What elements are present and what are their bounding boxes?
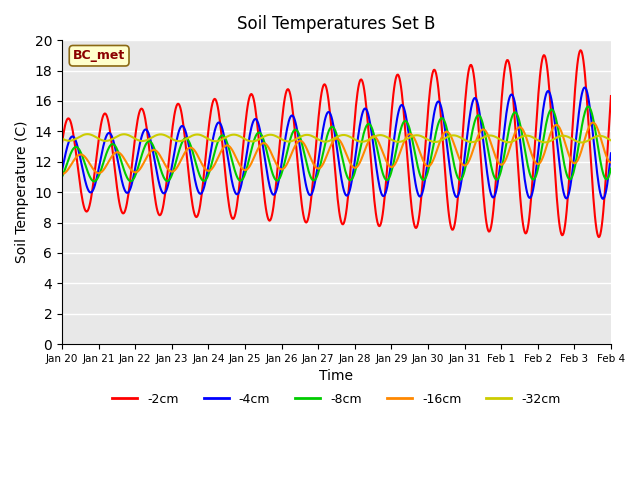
Line: -32cm: -32cm bbox=[62, 134, 611, 143]
Legend: -2cm, -4cm, -8cm, -16cm, -32cm: -2cm, -4cm, -8cm, -16cm, -32cm bbox=[108, 388, 566, 411]
-8cm bbox=[90, 179, 98, 184]
Line: -4cm: -4cm bbox=[62, 87, 611, 199]
-2cm bbox=[58, 140, 66, 146]
-4cm bbox=[607, 150, 615, 156]
-8cm bbox=[210, 152, 218, 158]
-4cm bbox=[419, 187, 427, 193]
-8cm bbox=[181, 136, 189, 142]
-8cm bbox=[607, 166, 615, 171]
-4cm bbox=[581, 84, 589, 90]
-8cm bbox=[58, 174, 66, 180]
-32cm bbox=[607, 137, 615, 143]
-2cm bbox=[68, 124, 76, 130]
-8cm bbox=[584, 104, 592, 109]
-8cm bbox=[404, 121, 412, 127]
-2cm bbox=[577, 48, 584, 53]
-2cm bbox=[419, 172, 427, 178]
Line: -16cm: -16cm bbox=[62, 122, 611, 174]
Text: BC_met: BC_met bbox=[73, 49, 125, 62]
-32cm bbox=[577, 140, 585, 145]
Line: -8cm: -8cm bbox=[62, 107, 611, 181]
-16cm bbox=[607, 159, 615, 165]
-2cm bbox=[125, 191, 132, 197]
-8cm bbox=[68, 148, 76, 154]
-16cm bbox=[180, 151, 188, 157]
-32cm bbox=[125, 132, 133, 138]
-2cm bbox=[595, 234, 603, 240]
-2cm bbox=[209, 98, 217, 104]
-16cm bbox=[209, 164, 217, 170]
-32cm bbox=[210, 138, 218, 144]
-4cm bbox=[58, 168, 66, 173]
-32cm bbox=[58, 136, 66, 142]
-16cm bbox=[68, 160, 76, 166]
-16cm bbox=[125, 163, 132, 169]
Y-axis label: Soil Temperature (C): Soil Temperature (C) bbox=[15, 121, 29, 264]
-32cm bbox=[68, 138, 76, 144]
X-axis label: Time: Time bbox=[319, 370, 353, 384]
-2cm bbox=[607, 93, 615, 99]
Title: Soil Temperatures Set B: Soil Temperatures Set B bbox=[237, 15, 436, 33]
-32cm bbox=[181, 137, 189, 143]
Line: -2cm: -2cm bbox=[62, 50, 611, 237]
-4cm bbox=[125, 190, 132, 195]
-32cm bbox=[404, 135, 412, 141]
-8cm bbox=[420, 177, 428, 183]
-4cm bbox=[68, 133, 76, 139]
-16cm bbox=[589, 120, 596, 125]
-8cm bbox=[125, 178, 133, 183]
-4cm bbox=[403, 120, 411, 126]
-4cm bbox=[209, 135, 217, 141]
-4cm bbox=[180, 125, 188, 131]
-4cm bbox=[600, 196, 607, 202]
-32cm bbox=[83, 131, 91, 137]
-16cm bbox=[403, 133, 411, 139]
-32cm bbox=[420, 134, 428, 140]
-2cm bbox=[403, 152, 411, 158]
-16cm bbox=[419, 158, 427, 164]
-2cm bbox=[180, 129, 188, 134]
-16cm bbox=[58, 171, 66, 177]
